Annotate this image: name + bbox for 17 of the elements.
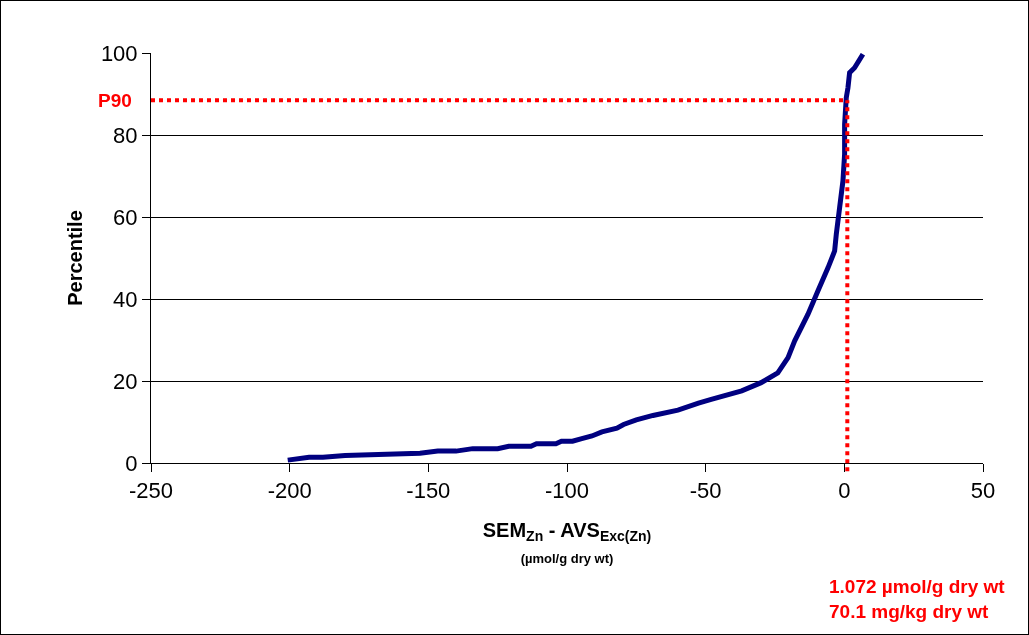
x-tick-label: 50 bbox=[970, 478, 996, 504]
x-axis-title: SEM$_{Zn}$ - AVS$_{Exc(Zn)}$ (µmol/g dry wt) bbox=[482, 518, 652, 566]
y-tick-label: 40 bbox=[113, 286, 138, 312]
y-tick-label: 80 bbox=[113, 122, 138, 148]
x-tick-label: -200 bbox=[267, 478, 312, 504]
ref-line-label: P90 bbox=[98, 90, 132, 111]
x-tick-label: -150 bbox=[406, 478, 451, 504]
ref-line-label: 1.072 µmol/g dry wt 70.1 mg/kg dry wt bbox=[829, 576, 1006, 622]
y-tick-label: 100 bbox=[100, 40, 138, 66]
y-tick-label: 60 bbox=[113, 204, 138, 230]
x-tick-label: -50 bbox=[689, 478, 722, 504]
x-tick-label: 0 bbox=[838, 478, 851, 504]
y-tick-label: 20 bbox=[113, 368, 138, 394]
y-tick-label: 0 bbox=[125, 450, 138, 476]
x-tick-label: -100 bbox=[544, 478, 590, 504]
y-axis-title: Percentile bbox=[64, 210, 87, 306]
x-tick-label: -250 bbox=[128, 478, 174, 504]
